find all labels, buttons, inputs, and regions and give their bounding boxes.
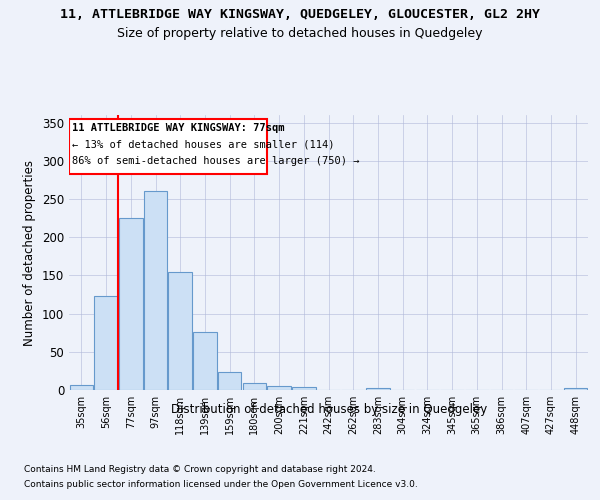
Bar bbox=[242, 383, 266, 390]
Bar bbox=[144, 192, 167, 390]
Text: ← 13% of detached houses are smaller (114): ← 13% of detached houses are smaller (11… bbox=[73, 140, 335, 149]
FancyBboxPatch shape bbox=[70, 119, 267, 174]
Bar bbox=[292, 387, 316, 390]
Bar bbox=[268, 386, 291, 390]
Bar bbox=[366, 388, 389, 390]
Bar bbox=[119, 218, 143, 390]
Bar bbox=[169, 272, 192, 390]
Text: 86% of semi-detached houses are larger (750) →: 86% of semi-detached houses are larger (… bbox=[73, 156, 360, 166]
Text: Size of property relative to detached houses in Quedgeley: Size of property relative to detached ho… bbox=[117, 28, 483, 40]
Bar bbox=[193, 332, 217, 390]
Y-axis label: Number of detached properties: Number of detached properties bbox=[23, 160, 37, 346]
Text: Contains HM Land Registry data © Crown copyright and database right 2024.: Contains HM Land Registry data © Crown c… bbox=[24, 465, 376, 474]
Text: 11, ATTLEBRIDGE WAY KINGSWAY, QUEDGELEY, GLOUCESTER, GL2 2HY: 11, ATTLEBRIDGE WAY KINGSWAY, QUEDGELEY,… bbox=[60, 8, 540, 20]
Text: Contains public sector information licensed under the Open Government Licence v3: Contains public sector information licen… bbox=[24, 480, 418, 489]
Bar bbox=[564, 388, 587, 390]
Bar bbox=[70, 384, 93, 390]
Bar bbox=[218, 372, 241, 390]
Bar bbox=[94, 296, 118, 390]
Text: 11 ATTLEBRIDGE WAY KINGSWAY: 77sqm: 11 ATTLEBRIDGE WAY KINGSWAY: 77sqm bbox=[73, 122, 285, 132]
Text: Distribution of detached houses by size in Quedgeley: Distribution of detached houses by size … bbox=[170, 402, 487, 415]
